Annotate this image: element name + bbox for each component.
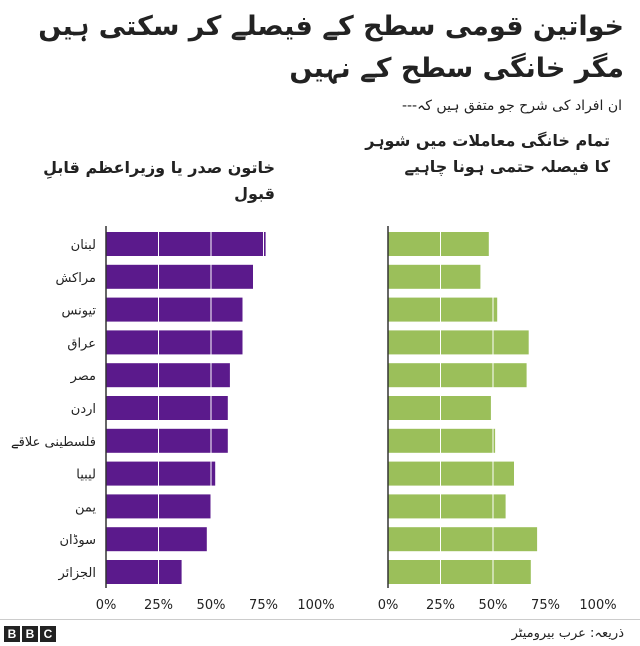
category-label: فلسطینی علاقے — [11, 435, 96, 450]
right-bar — [388, 363, 527, 388]
right-tick-label: 25% — [426, 598, 455, 613]
category-label: تیونس — [62, 304, 97, 319]
bbc-logo: B B C — [4, 626, 56, 642]
category-label: اردن — [71, 402, 96, 417]
left-bar — [106, 330, 243, 355]
right-bar — [388, 330, 529, 355]
left-bar — [106, 527, 207, 552]
right-bar — [388, 232, 489, 256]
right-bar — [388, 264, 481, 289]
left-tick-label: 50% — [197, 598, 226, 613]
source-note: ذریعہ: عرب بیرومیٹر — [511, 626, 624, 641]
left-panel-title: خاتون صدر یا وزیراعظم قابلِ قبول — [43, 158, 275, 203]
left-bar — [106, 232, 266, 256]
left-bar — [106, 560, 182, 584]
right-tick-label: 50% — [479, 598, 508, 613]
bbc-logo-letter: B — [4, 626, 20, 642]
left-bar — [106, 461, 216, 486]
left-bar — [106, 297, 243, 322]
bbc-logo-letter: C — [40, 626, 56, 642]
chart-title: خواتین قومی سطح کے فیصلے کر سکتی ہیں مگر… — [38, 11, 624, 84]
left-bar — [106, 363, 230, 388]
category-label: مراکش — [55, 271, 96, 286]
category-label: سوڈان — [59, 533, 96, 548]
right-tick-label: 75% — [531, 598, 560, 613]
category-label: الجزائر — [57, 566, 96, 581]
left-tick-label: 0% — [96, 598, 117, 613]
left-bar — [106, 396, 228, 420]
category-label: لبنان — [71, 238, 96, 253]
left-bar — [106, 428, 228, 453]
left-bar — [106, 264, 253, 289]
left-tick-label: 75% — [249, 598, 278, 613]
right-bar — [388, 428, 496, 453]
bbc-logo-letter: B — [22, 626, 38, 642]
category-label: مصر — [70, 369, 96, 384]
right-bar — [388, 527, 538, 552]
right-panel-title: تمام خانگی معاملات میں شوہر کا فیصلہ حتم… — [365, 131, 610, 176]
left-tick-label: 25% — [144, 598, 173, 613]
right-bar — [388, 560, 531, 584]
right-tick-label: 0% — [378, 598, 399, 613]
right-bar — [388, 297, 498, 322]
right-tick-label: 100% — [579, 598, 616, 613]
footer-divider — [0, 619, 640, 620]
left-tick-label: 100% — [297, 598, 334, 613]
category-label: یمن — [75, 500, 96, 515]
right-bar — [388, 494, 506, 519]
category-label: عراق — [67, 336, 96, 351]
chart-subtitle: ان افراد کی شرح جو متفق ہیں کہ--- — [401, 98, 622, 114]
category-label: لیبیا — [76, 468, 96, 483]
right-bar — [388, 396, 491, 420]
right-bar — [388, 461, 514, 486]
